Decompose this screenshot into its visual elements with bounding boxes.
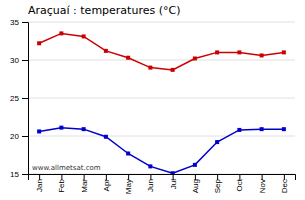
tick-label: Mar [80,179,89,193]
marker [82,127,86,131]
marker [37,129,41,133]
marker [104,49,108,53]
tick-label: Feb [57,178,66,192]
marker [37,41,41,45]
tick: Aug [191,174,200,193]
marker [193,163,197,167]
marker [82,34,86,38]
tick-label: 35 [10,18,19,27]
tick-mark [22,98,28,99]
tick-mark [22,174,28,175]
grid-line [28,98,295,99]
marker [215,50,219,54]
tick: Apr [102,174,111,191]
title: Araçuaí : temperatures (°C) [28,4,180,17]
axis-line [29,175,296,181]
grid-line [28,22,295,23]
tick: Nov [258,174,267,193]
marker [59,31,63,35]
tick: Jul [169,174,178,189]
tick-label: 30 [10,56,19,65]
marker [171,68,175,72]
tick: May [124,174,133,194]
marker [260,127,264,131]
marker [148,66,152,70]
annotation: www.allmetsat.com [32,164,101,172]
tick: 20 [10,132,28,141]
marker [237,128,241,132]
tick: 15 [10,170,28,179]
tick-label: May [124,179,133,194]
marker [260,53,264,57]
marker [282,50,286,54]
markers [37,31,286,71]
tick: 35 [10,18,28,27]
tick-label: Jun [146,179,155,192]
marker [148,164,152,168]
tick-mark [22,22,28,23]
line [39,33,284,69]
x-axis: Jan Feb Mar Apr May Jun Jul Aug Sep Oct Nov Dec [29,174,296,194]
marker [126,56,130,60]
tick-label: Jul [169,179,178,189]
tick-mark [22,136,28,137]
y-axis: 15 20 25 30 35 [10,18,28,179]
tick-label: 15 [10,170,19,179]
tick-label: Oct [235,178,244,191]
grid-line [28,136,295,137]
marker [215,140,219,144]
tick: Sep [213,174,222,193]
series-group [37,31,286,174]
tick-label: Jan [35,179,44,192]
tick-label: Aug [191,179,200,193]
tick-mark [22,60,28,61]
tick-label: 25 [10,94,19,103]
marker [59,126,63,130]
tick: Jun [146,174,155,192]
marker [193,56,197,60]
marker [171,171,175,174]
tick-label: Sep [213,178,222,193]
marker [104,135,108,139]
tick-label: 20 [10,132,19,141]
tick: Mar [80,174,89,193]
marker [126,151,130,155]
marker [237,50,241,54]
tick-label: Dec [280,179,289,193]
tick: 25 [10,94,28,103]
marker [282,127,286,131]
axis-line [22,23,29,175]
plot-area: Jan Feb Mar Apr May Jun Jul Aug Sep Oct Nov Dec 15 20… [10,18,295,194]
tick-label: Nov [258,179,267,193]
grid [28,22,295,174]
tick: Dec [280,174,289,193]
grid-line [28,60,295,61]
tick: 30 [10,56,28,65]
tick: Oct [235,174,244,191]
chart: Jan Feb Mar Apr May Jun Jul Aug Sep Oct Nov Dec 15 20… [0,0,305,200]
tick-label: Apr [102,179,111,192]
tick: Jan [35,174,44,192]
tick: Feb [57,174,66,193]
